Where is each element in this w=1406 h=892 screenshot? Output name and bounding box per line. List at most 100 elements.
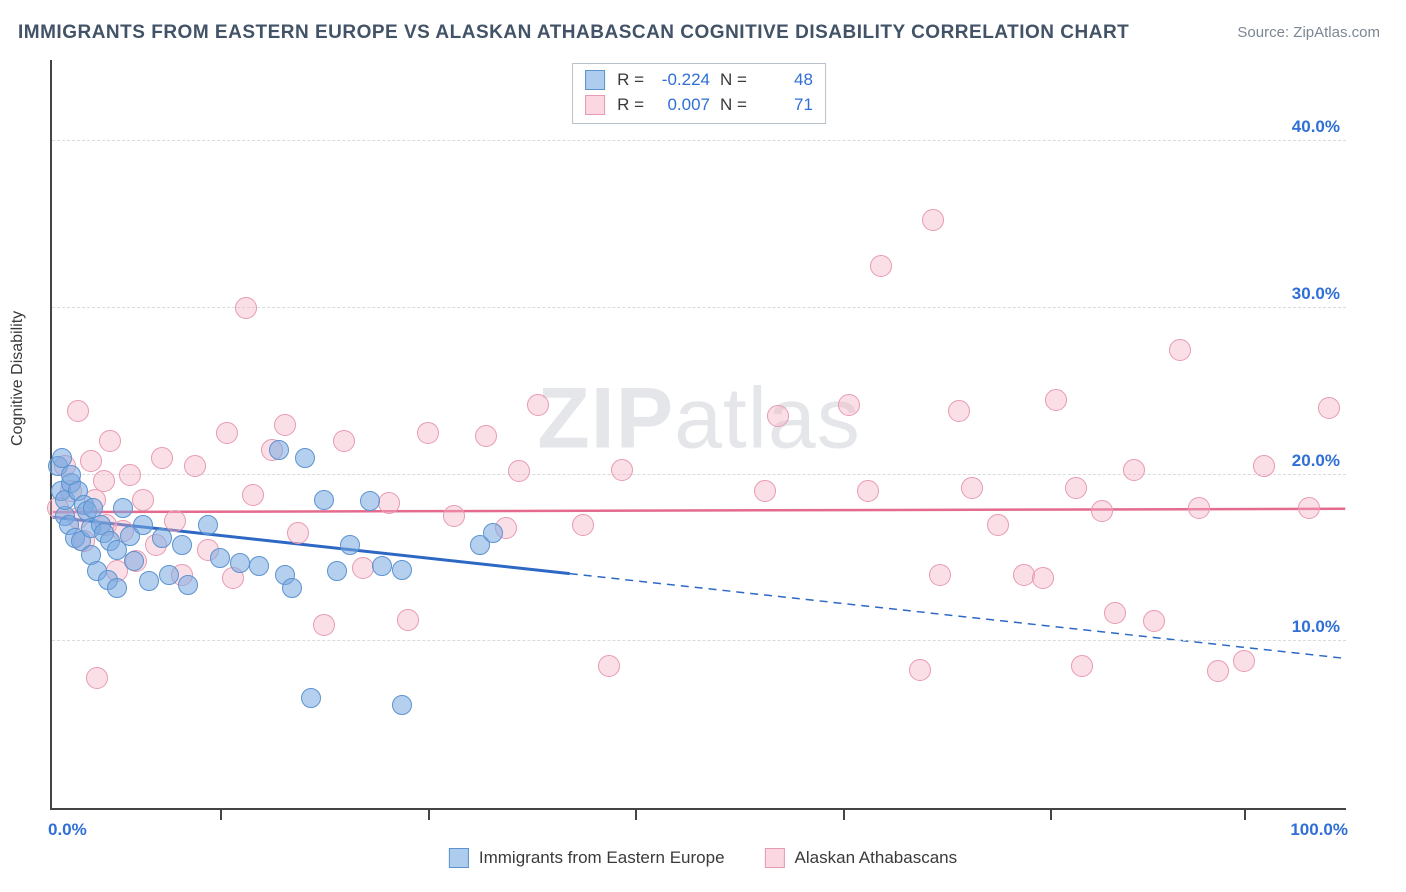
stats-row-series2: R = 0.007 N = 71: [585, 93, 813, 118]
x-tick: [428, 808, 430, 820]
data-point: [67, 400, 89, 422]
bottom-legend: Immigrants from Eastern Europe Alaskan A…: [449, 848, 957, 868]
legend-item-series1: Immigrants from Eastern Europe: [449, 848, 725, 868]
correlation-stats-box: R = -0.224 N = 48 R = 0.007 N = 71: [572, 63, 826, 124]
gridline: [52, 640, 1346, 641]
data-point: [235, 297, 257, 319]
data-point: [838, 394, 860, 416]
data-point: [216, 422, 238, 444]
data-point: [767, 405, 789, 427]
data-point: [80, 450, 102, 472]
stats-row-series1: R = -0.224 N = 48: [585, 68, 813, 93]
swatch-pink-icon: [765, 848, 785, 868]
gridline: [52, 474, 1346, 475]
trend-lines: [52, 60, 1346, 808]
data-point: [313, 614, 335, 636]
data-point: [139, 571, 159, 591]
data-point: [295, 448, 315, 468]
data-point: [1207, 660, 1229, 682]
data-point: [857, 480, 879, 502]
data-point: [1032, 567, 1054, 589]
x-tick: [1244, 808, 1246, 820]
data-point: [113, 498, 133, 518]
plot-area: ZIPatlas R = -0.224 N = 48 R = 0.007 N =…: [50, 60, 1346, 810]
x-min-label: 0.0%: [48, 820, 87, 840]
data-point: [948, 400, 970, 422]
data-point: [99, 430, 121, 452]
chart-container: IMMIGRANTS FROM EASTERN EUROPE VS ALASKA…: [0, 0, 1406, 892]
data-point: [151, 447, 173, 469]
data-point: [230, 553, 250, 573]
data-point: [475, 425, 497, 447]
data-point: [961, 477, 983, 499]
data-point: [754, 480, 776, 502]
chart-title: IMMIGRANTS FROM EASTERN EUROPE VS ALASKA…: [18, 22, 1129, 44]
data-point: [249, 556, 269, 576]
y-tick-label: 20.0%: [1292, 451, 1340, 471]
data-point: [93, 470, 115, 492]
data-point: [870, 255, 892, 277]
x-tick: [635, 808, 637, 820]
data-point: [1065, 477, 1087, 499]
data-point: [378, 492, 400, 514]
swatch-blue-icon: [585, 70, 605, 90]
data-point: [269, 440, 289, 460]
swatch-pink-icon: [585, 95, 605, 115]
data-point: [1253, 455, 1275, 477]
data-point: [178, 575, 198, 595]
x-tick: [843, 808, 845, 820]
data-point: [1298, 497, 1320, 519]
data-point: [314, 490, 334, 510]
y-axis-label: Cognitive Disability: [9, 311, 27, 446]
x-tick: [220, 808, 222, 820]
y-tick-label: 10.0%: [1292, 617, 1340, 637]
data-point: [1071, 655, 1093, 677]
x-tick: [1050, 808, 1052, 820]
data-point: [1104, 602, 1126, 624]
data-point: [572, 514, 594, 536]
data-point: [527, 394, 549, 416]
data-point: [1188, 497, 1210, 519]
data-point: [132, 489, 154, 511]
data-point: [1169, 339, 1191, 361]
data-point: [922, 209, 944, 231]
data-point: [210, 548, 230, 568]
data-point: [1091, 500, 1113, 522]
data-point: [1143, 610, 1165, 632]
data-point: [282, 578, 302, 598]
data-point: [340, 535, 360, 555]
data-point: [107, 578, 127, 598]
gridline: [52, 140, 1346, 141]
legend-item-series2: Alaskan Athabascans: [765, 848, 958, 868]
data-point: [152, 528, 172, 548]
data-point: [287, 522, 309, 544]
data-point: [198, 515, 218, 535]
data-point: [333, 430, 355, 452]
data-point: [929, 564, 951, 586]
y-tick-label: 30.0%: [1292, 284, 1340, 304]
y-tick-label: 40.0%: [1292, 117, 1340, 137]
data-point: [598, 655, 620, 677]
data-point: [124, 551, 144, 571]
data-point: [508, 460, 530, 482]
data-point: [483, 523, 503, 543]
data-point: [987, 514, 1009, 536]
data-point: [372, 556, 392, 576]
data-point: [611, 459, 633, 481]
data-point: [360, 491, 380, 511]
data-point: [1123, 459, 1145, 481]
data-point: [159, 565, 179, 585]
data-point: [443, 505, 465, 527]
data-point: [392, 560, 412, 580]
data-point: [397, 609, 419, 631]
data-point: [184, 455, 206, 477]
data-point: [301, 688, 321, 708]
watermark: ZIPatlas: [537, 370, 860, 469]
data-point: [417, 422, 439, 444]
data-point: [242, 484, 264, 506]
x-max-label: 100.0%: [1290, 820, 1348, 840]
data-point: [352, 557, 374, 579]
data-point: [1318, 397, 1340, 419]
data-point: [1045, 389, 1067, 411]
data-point: [1233, 650, 1255, 672]
